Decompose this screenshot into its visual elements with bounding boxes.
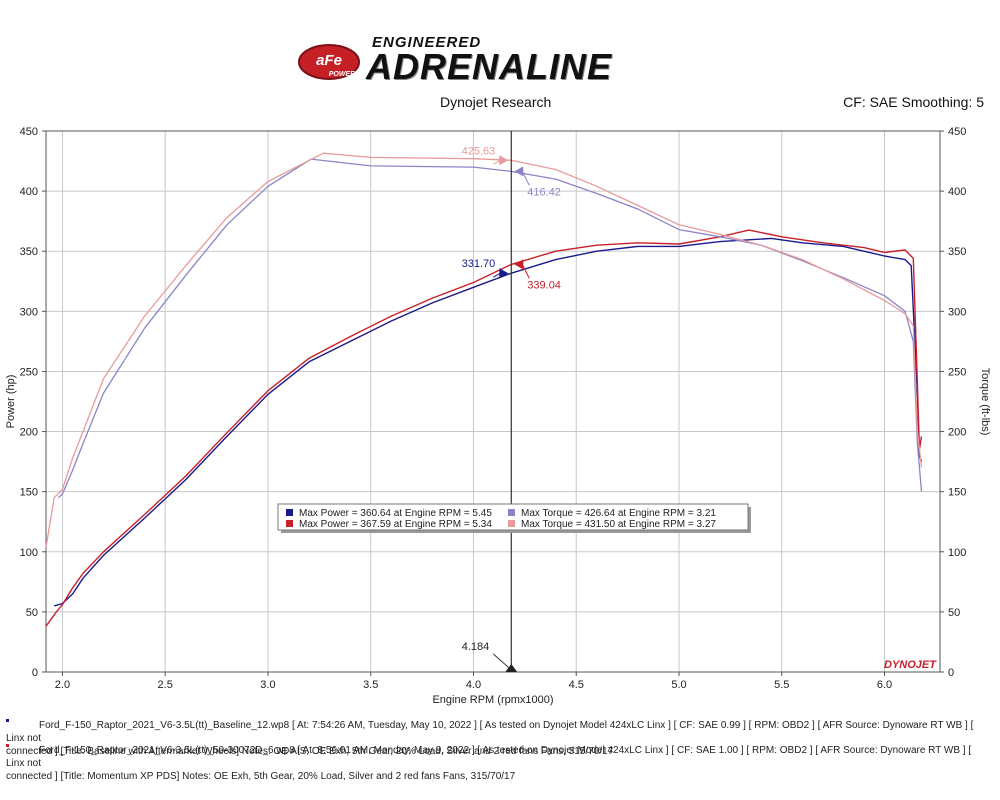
series-line-torque-baseline xyxy=(57,158,923,499)
legend-label-power-baseline: Max Power = 360.64 at Engine RPM = 5.45 xyxy=(299,508,492,519)
y-tick-label-right: 150 xyxy=(948,487,966,499)
axes: 2.0 2.5 3.0 3.5 4.0 4.5 5.0 5.5 6.0 0 0 50 50 100 100 1… xyxy=(20,126,967,691)
brand-line1: ENGINEERED xyxy=(372,34,482,51)
annotation-value-label: 331.70 xyxy=(462,258,496,270)
y-tick-label-left: 250 xyxy=(20,366,38,378)
x-axis-label: Engine RPM (rpmx1000) xyxy=(432,694,553,706)
y-tick-label-right: 250 xyxy=(948,366,966,378)
y-tick-label-left: 200 xyxy=(20,427,38,439)
y-tick-label-left: 400 xyxy=(20,186,38,198)
run-marker-modified xyxy=(6,744,9,747)
run-info-baseline: Ford_F-150_Raptor_2021_V6-3.5L(tt)_Basel… xyxy=(6,719,991,758)
series-lines xyxy=(45,152,923,627)
run-info-line2: connected ] [Title: Baseline with Afterm… xyxy=(6,746,614,757)
legend-label-power-modified: Max Power = 367.59 at Engine RPM = 5.34 xyxy=(299,519,492,530)
run-info-line2: connected ] [Title: Momentum XP PDS] Not… xyxy=(6,771,516,782)
cursor-value-label: 4.184 xyxy=(462,641,490,653)
grid-lines xyxy=(46,130,940,673)
series-line-power-baseline xyxy=(54,237,923,607)
run-info-line1: Ford_F-150_Raptor_2021_V6-3.5L(tt)_Basel… xyxy=(6,720,974,744)
svg-text:POWER: POWER xyxy=(329,71,355,78)
annotation-value-label: 425.63 xyxy=(462,145,496,157)
annotation-arrow-icon xyxy=(499,155,509,166)
annotation-leader-line xyxy=(493,159,501,165)
dynojet-watermark: DYNOJET xyxy=(884,659,937,671)
x-tick-label: 3.5 xyxy=(363,679,378,691)
y-tick-label-left: 350 xyxy=(20,246,38,258)
legend-swatch-torque-modified xyxy=(508,520,515,527)
legend-swatch-torque-baseline xyxy=(508,509,515,516)
annotation-value-label: 416.42 xyxy=(527,186,561,198)
run-info-line1: Ford_F-150_Raptor_2021_V6-3.5L(tt)_50-30… xyxy=(6,745,972,769)
brand-line2: ADRENALINE xyxy=(366,46,613,87)
run-info-modified: Ford_F-150_Raptor_2021_V6-3.5L(tt)_50-30… xyxy=(6,744,991,783)
y-tick-label-right: 300 xyxy=(948,306,966,318)
value-annotations: 4.184 425.63 416.42 331.70 339.04 xyxy=(462,145,561,672)
chart-legend: Max Power = 360.64 at Engine RPM = 5.45 M… xyxy=(277,503,751,533)
x-tick-label: 2.5 xyxy=(158,679,173,691)
x-tick-label: 3.0 xyxy=(260,679,275,691)
cursor-pointer-line xyxy=(492,653,510,669)
y-tick-label-left: 100 xyxy=(20,547,38,559)
y-axis-label-right: Torque (ft-lbs) xyxy=(979,368,991,436)
annotation-arrow-icon xyxy=(514,166,524,177)
y-tick-label-right: 0 xyxy=(948,667,954,679)
y-axis-label-left: Power (hp) xyxy=(5,375,17,429)
legend-label-torque-baseline: Max Torque = 426.64 at Engine RPM = 3.21 xyxy=(521,508,716,519)
chart-header-right: CF: SAE Smoothing: 5 xyxy=(843,94,984,110)
legend-swatch-power-modified xyxy=(286,520,293,527)
x-tick-label: 6.0 xyxy=(877,679,892,691)
x-tick-label: 4.5 xyxy=(569,679,584,691)
y-tick-label-left: 300 xyxy=(20,306,38,318)
y-tick-label-right: 350 xyxy=(948,246,966,258)
legend-swatch-power-baseline xyxy=(286,509,293,516)
x-tick-label: 2.0 xyxy=(55,679,70,691)
x-tick-label: 5.0 xyxy=(671,679,686,691)
svg-text:aFe: aFe xyxy=(316,52,342,69)
annotation-arrow-icon xyxy=(514,259,524,270)
series-line-power-modified xyxy=(45,229,923,627)
plot-frame xyxy=(45,130,941,673)
x-tick-label: 4.0 xyxy=(466,679,481,691)
y-tick-label-left: 50 xyxy=(26,607,38,619)
annotation-arrow-icon xyxy=(499,268,509,279)
dyno-chart: DYNOJET 2.0 2.5 3.0 3.5 4.0 4.5 5.0 5.5 6.0 0 0 50 5… xyxy=(5,126,991,706)
y-tick-label-right: 50 xyxy=(948,607,960,619)
y-tick-label-right: 100 xyxy=(948,547,966,559)
cursor-marker-icon xyxy=(505,664,518,672)
brand-logo: aFe POWER ENGINEERED ADRENALINE xyxy=(296,34,716,90)
legend-label-torque-modified: Max Torque = 431.50 at Engine RPM = 3.27 xyxy=(521,519,716,530)
y-tick-label-left: 450 xyxy=(20,126,38,138)
x-tick-label: 5.5 xyxy=(774,679,789,691)
annotation-value-label: 339.04 xyxy=(527,279,561,291)
annotation-leader-line xyxy=(521,264,530,279)
run-marker-baseline xyxy=(6,719,9,722)
chart-header-left: Dynojet Research xyxy=(440,94,552,110)
afe-power-logo-icon: aFe POWER xyxy=(298,44,360,80)
annotation-leader-line xyxy=(521,171,530,186)
y-tick-label-left: 0 xyxy=(32,667,38,679)
y-tick-label-right: 400 xyxy=(948,186,966,198)
y-tick-label-left: 150 xyxy=(20,487,38,499)
annotation-leader-line xyxy=(493,272,501,278)
y-tick-label-right: 450 xyxy=(948,126,966,138)
y-tick-label-right: 200 xyxy=(948,427,966,439)
